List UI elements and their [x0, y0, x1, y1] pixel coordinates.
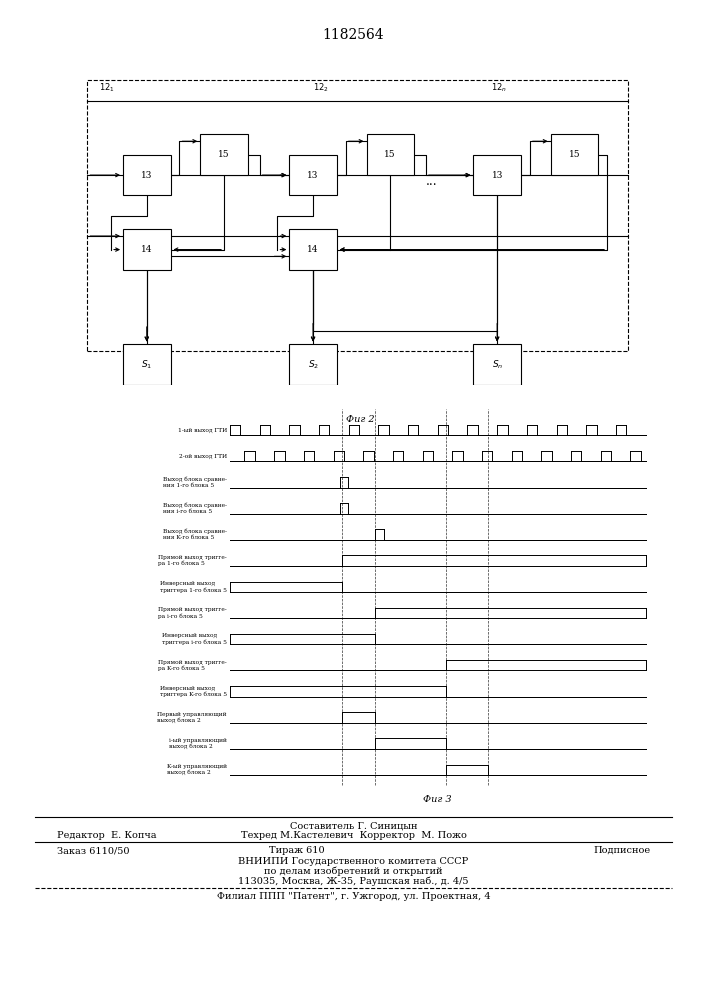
Text: ВНИИПИ Государственного комитета СССР: ВНИИПИ Государственного комитета СССР	[238, 857, 469, 866]
Bar	[123, 155, 170, 195]
Bar	[474, 155, 521, 195]
Text: Тираж 610: Тираж 610	[269, 846, 325, 855]
Text: Инверсный выход
триггера K-го блока 5: Инверсный выход триггера K-го блока 5	[160, 686, 227, 697]
Text: 15: 15	[218, 150, 230, 159]
Text: 15: 15	[385, 150, 396, 159]
Text: 15: 15	[568, 150, 580, 159]
Text: $12_n$: $12_n$	[491, 81, 508, 94]
Text: $S_1$: $S_1$	[141, 358, 153, 371]
Text: 14: 14	[141, 245, 153, 254]
Bar	[123, 344, 170, 385]
Text: Прямой выход тригге-
ра 1-го блока 5: Прямой выход тригге- ра 1-го блока 5	[158, 555, 227, 566]
Bar	[366, 134, 414, 175]
Text: Фиг 3: Фиг 3	[423, 795, 452, 804]
Bar	[88, 80, 628, 351]
Text: Заказ 6110/50: Заказ 6110/50	[57, 846, 129, 855]
Bar	[289, 229, 337, 270]
Text: 1182564: 1182564	[322, 28, 385, 42]
Text: Выход блока сравне-
ния K-го блока 5: Выход блока сравне- ния K-го блока 5	[163, 529, 227, 540]
Text: 13: 13	[491, 171, 503, 180]
Text: Прямой выход тригге-
ра K-го блока 5: Прямой выход тригге- ра K-го блока 5	[158, 659, 227, 671]
Text: Подписное: Подписное	[593, 846, 650, 855]
Text: Инверсный выход
триггера 1-го блока 5: Инверсный выход триггера 1-го блока 5	[160, 581, 227, 593]
Text: $12_1$: $12_1$	[99, 81, 115, 94]
Text: Редактор  Е. Копча: Редактор Е. Копча	[57, 831, 156, 840]
Bar	[289, 344, 337, 385]
Text: 14: 14	[308, 245, 319, 254]
Bar	[551, 134, 598, 175]
Bar	[123, 229, 170, 270]
Text: 13: 13	[141, 171, 153, 180]
Text: 1-ый выход ГТИ: 1-ый выход ГТИ	[177, 427, 227, 433]
Text: Техред М.Кастелевич  Корректор  М. Пожо: Техред М.Кастелевич Корректор М. Пожо	[240, 831, 467, 840]
Text: i-ый управляющий
выход блока 2: i-ый управляющий выход блока 2	[169, 738, 227, 749]
Text: Выход блока сравне-
ния 1-го блока 5: Выход блока сравне- ния 1-го блока 5	[163, 477, 227, 488]
Text: Филиал ППП "Патент", г. Ужгород, ул. Проектная, 4: Филиал ППП "Патент", г. Ужгород, ул. Про…	[216, 892, 491, 901]
Text: по делам изобретений и открытий: по делам изобретений и открытий	[264, 867, 443, 876]
Bar	[474, 344, 521, 385]
Text: ...: ...	[426, 175, 438, 188]
Text: $S_2$: $S_2$	[308, 358, 319, 371]
Text: Составитель Г. Синицын: Составитель Г. Синицын	[290, 822, 417, 831]
Text: 13: 13	[308, 171, 319, 180]
Text: Фиг 2: Фиг 2	[346, 415, 375, 424]
Text: $12_2$: $12_2$	[313, 81, 329, 94]
Text: $S_n$: $S_n$	[491, 358, 503, 371]
Text: Прямой выход тригге-
ра i-го блока 5: Прямой выход тригге- ра i-го блока 5	[158, 607, 227, 619]
Text: 2-ой выход ГТИ: 2-ой выход ГТИ	[179, 454, 227, 459]
Bar	[200, 134, 247, 175]
Bar	[289, 155, 337, 195]
Text: 113035, Москва, Ж-35, Раушская наб., д. 4/5: 113035, Москва, Ж-35, Раушская наб., д. …	[238, 877, 469, 886]
Text: Первый управляющий
выход блока 2: Первый управляющий выход блока 2	[158, 712, 227, 723]
Text: Выход блока сравне-
ния i-го блока 5: Выход блока сравне- ния i-го блока 5	[163, 503, 227, 514]
Text: K-ый управляющий
выход блока 2: K-ый управляющий выход блока 2	[167, 764, 227, 775]
Text: Инверсный выход
триггера i-го блока 5: Инверсный выход триггера i-го блока 5	[162, 633, 227, 645]
